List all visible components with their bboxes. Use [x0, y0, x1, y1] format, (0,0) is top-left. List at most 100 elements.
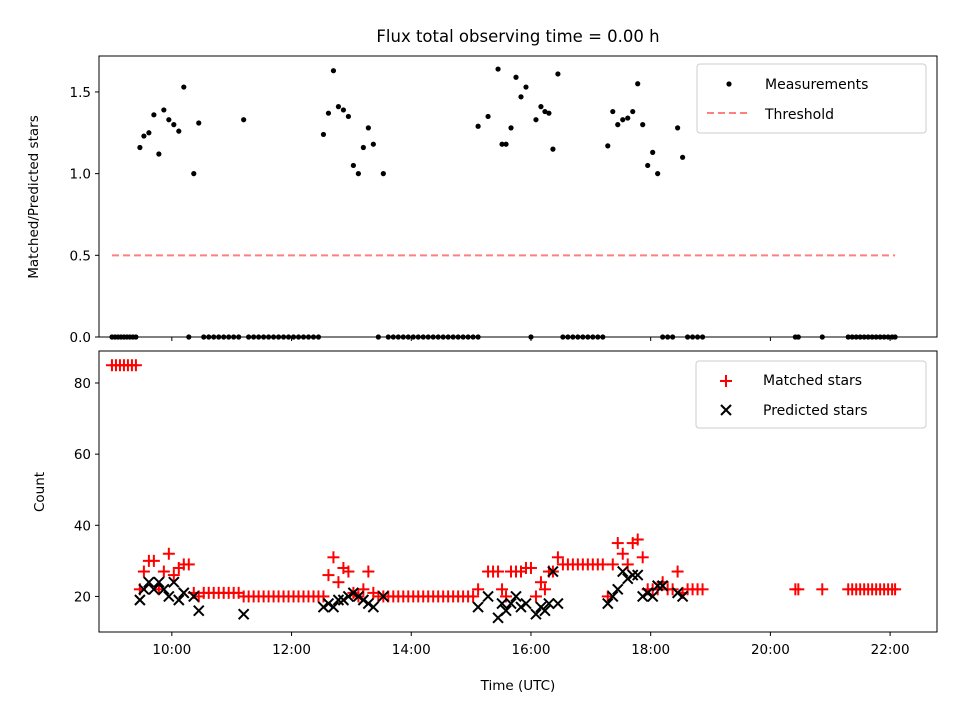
predicted-star-point [138, 583, 150, 596]
matched-star-point [792, 583, 805, 596]
predicted-star-point [552, 597, 564, 610]
predicted-star-point [543, 597, 555, 610]
count-y-tick-label: 20 [74, 589, 91, 605]
measurement-point [513, 74, 519, 80]
measurement-point [191, 171, 197, 177]
measurement-point [533, 117, 539, 123]
measurement-point [171, 122, 177, 128]
figure-title: Flux total observing time = 0.00 h [376, 27, 659, 46]
predicted-star-point [357, 594, 370, 606]
measurement-point [137, 144, 143, 151]
measurement-point [555, 71, 561, 77]
matched-star-point [816, 583, 829, 596]
predicted-star-point [627, 569, 639, 581]
measurement-point [181, 84, 187, 90]
matched-legend-marker [720, 375, 732, 387]
matched-star-point [616, 547, 629, 560]
measurement-point [499, 141, 505, 147]
count-x-axis: 10:00 12:00 14:00 16:00 18:00 20:00 22:00 [152, 632, 910, 658]
matched-star-point [147, 554, 160, 567]
count-plot-area [105, 359, 902, 624]
measurement-point [538, 104, 544, 110]
measurement-point [675, 125, 681, 131]
measurement-point [176, 128, 182, 134]
ratio-y-tick-label: 0.5 [70, 248, 91, 264]
predicted-star-point [327, 601, 340, 613]
matched-star-point [621, 558, 634, 571]
matched-star-point [696, 583, 709, 596]
predicted-star-point [143, 576, 155, 588]
predicted-star-point [651, 580, 664, 592]
count-legend-box [695, 360, 927, 429]
measurement-point [360, 144, 366, 151]
ratio-y-axis-label: Matched/Predicted stars [26, 115, 42, 278]
measurement-point [241, 117, 247, 123]
measurement-point [355, 171, 361, 177]
predicted-legend-label: Predicted stars [763, 403, 868, 419]
predicted-star-point [612, 583, 624, 596]
predicted-star-point [641, 587, 654, 599]
predicted-star-point [676, 590, 689, 603]
measurement-point [518, 94, 524, 100]
matched-star-point [889, 583, 902, 596]
matched-star-point [538, 583, 551, 596]
predicted-star-point [134, 594, 146, 606]
predicted-star-point [632, 569, 644, 581]
predicted-star-point [377, 590, 390, 603]
predicted-star-point [148, 583, 160, 596]
matched-star-point [529, 590, 542, 603]
x-tick-label: 12:00 [272, 642, 311, 658]
matched-star-point [317, 590, 330, 603]
predicted-star-point [173, 594, 185, 606]
measurement-point [350, 162, 356, 169]
predicted-star-point [530, 608, 542, 620]
predicted-star-point [482, 590, 494, 603]
threshold-legend-label: Threshold [764, 107, 834, 123]
predicted-star-point [646, 590, 659, 603]
predicted-star-point [547, 565, 559, 578]
measurement-point [156, 151, 162, 157]
count-panel: 20 40 60 80 10:00 12:00 14:00 16:00 18:00 20:00 2… [32, 350, 938, 694]
measurement-point [523, 84, 529, 90]
ratio-legend: Measurements Threshold [696, 63, 927, 134]
measurement-point [546, 110, 552, 116]
predicted-star-point [193, 604, 205, 617]
matched-star-point [524, 561, 537, 574]
predicted-star-point [510, 590, 522, 603]
x-tick-label: 10:00 [152, 642, 191, 658]
measurements-legend-label: Measurements [765, 77, 868, 93]
predicted-star-point [168, 576, 180, 588]
measurement-point [365, 125, 371, 131]
predicted-star-point [188, 590, 200, 603]
measurement-point [340, 107, 347, 113]
ratio-x-axis [171, 337, 891, 341]
predicted-star-point [496, 597, 508, 610]
measurement-point [146, 130, 152, 136]
matched-star-point [496, 583, 509, 596]
measurement-point [370, 141, 376, 147]
matched-star-point [362, 565, 375, 578]
predicted-star-point [237, 608, 250, 620]
predicted-legend-marker [720, 404, 732, 416]
predicted-star-point [602, 597, 614, 610]
matched-star-point [332, 576, 345, 589]
matched-star-point [137, 565, 150, 578]
matched-star-point [322, 569, 335, 582]
matched-star-point [182, 558, 195, 571]
predicted-star-point [520, 597, 532, 610]
matched-star-point [162, 547, 175, 560]
predicted-star-point [332, 594, 345, 606]
predicted-star-point [515, 601, 527, 613]
predicted-star-point [178, 587, 190, 599]
measurement-point [550, 146, 556, 152]
predicted-star-point [539, 604, 551, 617]
measurement-point [508, 125, 514, 131]
predicted-star-point [656, 580, 669, 592]
measurement-point [640, 122, 646, 128]
count-y-tick-label: 60 [74, 447, 91, 463]
x-tick-label: 20:00 [751, 642, 790, 658]
ratio-panel: 0.0 0.5 1.0 1.5 Matched/Predicted stars Mea… [26, 55, 938, 346]
x-tick-label: 16:00 [512, 642, 551, 658]
measurement-point [380, 171, 386, 177]
measurement-point [615, 122, 621, 128]
